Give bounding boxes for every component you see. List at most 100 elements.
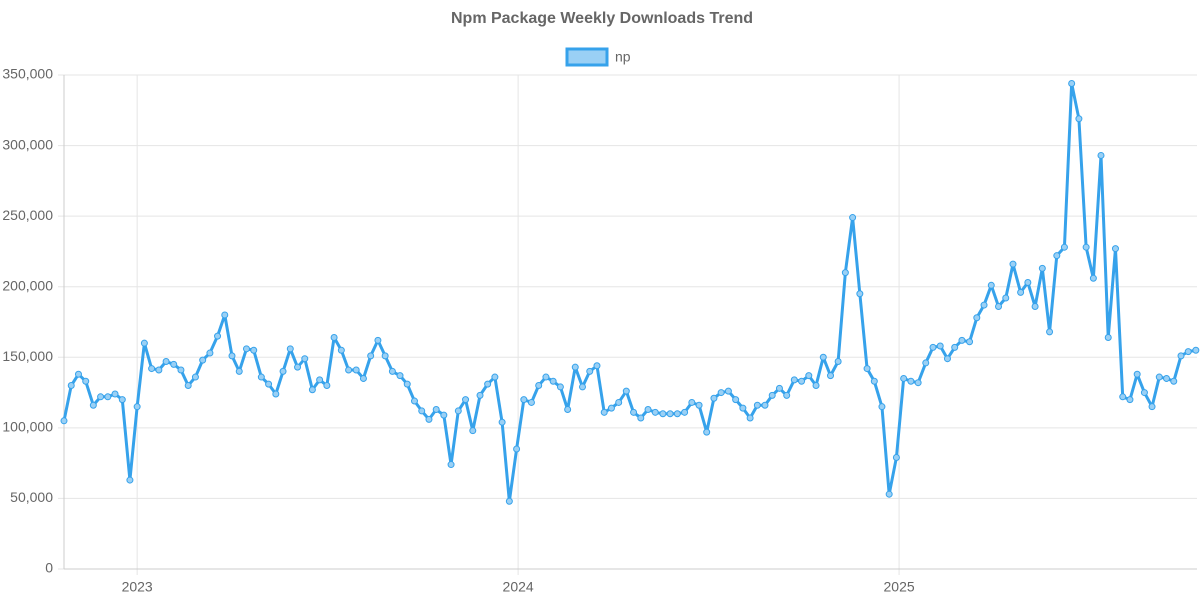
data-point bbox=[286, 345, 294, 353]
data-point bbox=[586, 367, 594, 375]
data-point bbox=[199, 356, 207, 364]
data-point bbox=[301, 355, 309, 363]
data-point bbox=[74, 370, 82, 378]
data-point bbox=[681, 408, 689, 416]
data-point bbox=[367, 352, 375, 360]
data-point bbox=[97, 393, 105, 401]
data-point bbox=[1024, 278, 1032, 286]
data-point bbox=[914, 379, 922, 387]
y-tick-label: 200,000 bbox=[2, 277, 53, 293]
data-point bbox=[615, 398, 623, 406]
data-point bbox=[688, 398, 696, 406]
data-point bbox=[505, 497, 513, 505]
data-point bbox=[418, 407, 426, 415]
data-point bbox=[775, 384, 783, 392]
data-line bbox=[62, 81, 1197, 503]
data-point bbox=[170, 360, 178, 368]
data-point bbox=[206, 349, 214, 357]
data-point bbox=[542, 373, 550, 381]
data-point bbox=[126, 476, 134, 484]
data-point bbox=[943, 355, 951, 363]
data-point bbox=[746, 414, 754, 422]
data-point bbox=[900, 374, 908, 382]
data-point bbox=[1002, 294, 1010, 302]
data-point bbox=[330, 334, 338, 342]
data-point bbox=[462, 396, 470, 404]
data-point bbox=[89, 401, 97, 409]
data-point bbox=[60, 417, 68, 425]
data-point bbox=[951, 343, 959, 351]
data-point bbox=[388, 367, 396, 375]
data-point bbox=[221, 311, 229, 319]
data-point bbox=[1009, 260, 1017, 268]
data-point bbox=[272, 390, 280, 398]
y-tick-label: 0 bbox=[45, 560, 53, 576]
data-point bbox=[1177, 352, 1185, 360]
data-point bbox=[1170, 377, 1178, 385]
data-point bbox=[308, 386, 316, 394]
data-point bbox=[469, 427, 477, 435]
data-point bbox=[644, 406, 652, 414]
data-point bbox=[1111, 245, 1119, 253]
data-point bbox=[607, 404, 615, 412]
data-point bbox=[987, 281, 995, 289]
data-point bbox=[724, 387, 732, 395]
data-point bbox=[907, 377, 915, 385]
data-point bbox=[484, 380, 492, 388]
data-point bbox=[1104, 334, 1112, 342]
y-tick-label: 50,000 bbox=[10, 489, 53, 505]
data-point bbox=[214, 332, 222, 340]
data-point bbox=[279, 367, 287, 375]
data-point bbox=[476, 391, 484, 399]
data-point bbox=[549, 377, 557, 385]
x-tick-label: 2025 bbox=[884, 579, 915, 595]
data-point bbox=[1192, 346, 1200, 354]
data-point bbox=[1075, 115, 1083, 123]
data-point bbox=[768, 391, 776, 399]
chart-title: Npm Package Weekly Downloads Trend bbox=[451, 10, 753, 27]
data-point bbox=[1148, 403, 1156, 411]
y-tick-label: 350,000 bbox=[2, 66, 53, 82]
data-point bbox=[148, 365, 156, 373]
y-tick-label: 250,000 bbox=[2, 207, 53, 223]
data-point bbox=[425, 415, 433, 423]
data-point bbox=[922, 359, 930, 367]
data-point bbox=[966, 338, 974, 346]
data-point bbox=[1046, 328, 1054, 336]
y-tick-label: 300,000 bbox=[2, 136, 53, 152]
data-point bbox=[403, 380, 411, 388]
x-tick-label: 2024 bbox=[503, 579, 534, 595]
data-point bbox=[82, 377, 90, 385]
data-point bbox=[265, 380, 273, 388]
data-point bbox=[184, 382, 192, 390]
data-point bbox=[578, 383, 586, 391]
data-point bbox=[1126, 396, 1134, 404]
data-point bbox=[936, 342, 944, 350]
data-point bbox=[133, 403, 141, 411]
data-point bbox=[637, 414, 645, 422]
data-point bbox=[1031, 302, 1039, 310]
data-point bbox=[1089, 274, 1097, 282]
data-point bbox=[564, 406, 572, 414]
data-point bbox=[1082, 243, 1090, 251]
data-point bbox=[929, 343, 937, 351]
data-point bbox=[447, 461, 455, 469]
data-point bbox=[593, 362, 601, 370]
data-point bbox=[1163, 374, 1171, 382]
data-point bbox=[856, 290, 864, 298]
data-point bbox=[1017, 288, 1025, 296]
data-point bbox=[1133, 370, 1141, 378]
data-point bbox=[235, 367, 243, 375]
data-point bbox=[440, 411, 448, 419]
data-point bbox=[294, 363, 302, 371]
data-point bbox=[849, 214, 857, 222]
data-point bbox=[841, 269, 849, 277]
data-point bbox=[520, 396, 528, 404]
data-point bbox=[374, 336, 382, 344]
data-point bbox=[513, 445, 521, 453]
data-point bbox=[695, 401, 703, 409]
data-point bbox=[1184, 348, 1192, 356]
data-point bbox=[1140, 389, 1148, 397]
data-point bbox=[1097, 151, 1105, 159]
